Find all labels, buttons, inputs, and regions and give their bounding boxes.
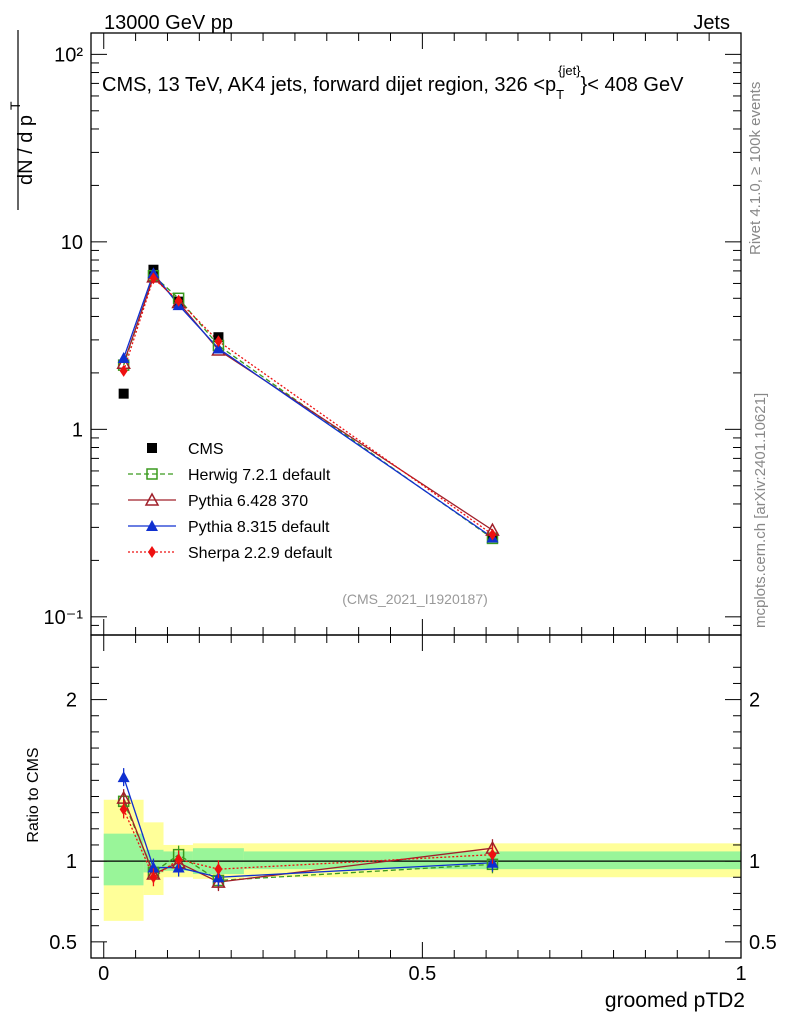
band-inner (103, 833, 144, 886)
ratio-y-tick-label-right: 0.5 (749, 932, 777, 954)
ratio-axis-ticks: 0.5 0.51 12 20 0.5 1 (49, 635, 777, 985)
pythia8-point (117, 771, 130, 783)
analysis-tag: (CMS_2021_I1920187) (342, 591, 488, 607)
ratio-y-tick-label-right: 1 (749, 851, 760, 873)
main-series (116, 264, 500, 545)
chart-title: CMS, 13 TeV, AK4 jets, forward dijet reg… (102, 63, 684, 102)
sherpa-point (119, 364, 128, 377)
y-tick-label: 10 (61, 232, 83, 254)
ratio-bands (103, 799, 742, 921)
chart-title-tail: }< 408 GeV (581, 74, 685, 96)
pythia8-point (147, 861, 160, 873)
category-label: Jets (693, 12, 730, 34)
ratio-frame (90, 634, 742, 959)
pythia8-point (212, 342, 225, 354)
chart-title-sup: {jet} (558, 63, 581, 78)
ratio-y-tick-label: 2 (66, 690, 77, 712)
main-y-label: dN / d p T (7, 30, 37, 210)
chart-title-main: CMS, 13 TeV, AK4 jets, forward dijet reg… (102, 74, 556, 96)
legend-label-sherpa: Sherpa 2.2.9 default (188, 545, 333, 562)
x-tick-label: 0.5 (408, 963, 436, 985)
legend-label-herwig: Herwig 7.2.1 default (188, 467, 331, 484)
main-y-label-part: dN / d p (15, 115, 37, 185)
main-panel: 10⁻¹ 1 10 10² CMS, 13 TeV, AK4 jets, forwar… (7, 30, 742, 636)
chart-title-sub: T (556, 87, 564, 102)
y-tick-label: 10² (54, 44, 83, 66)
pythia6-point (144, 492, 160, 506)
main-y-label-sub: T (7, 101, 23, 110)
legend: CMS Herwig 7.2.1 default Pythia 6.428 370 P… (128, 441, 333, 562)
sherpa-point (174, 294, 183, 307)
ratio-y-label: Ratio to CMS (25, 747, 42, 842)
ratio-y-tick-label: 0.5 (49, 932, 77, 954)
ratio-y-tick-label-right: 2 (749, 690, 760, 712)
y-tick-label: 10⁻¹ (44, 607, 84, 629)
cms-point (118, 388, 129, 399)
pythia8-point (146, 520, 158, 531)
x-axis-label: groomed pTD2 (605, 989, 745, 1012)
ratio-series (116, 768, 500, 892)
sherpa-point (174, 853, 183, 866)
pythia8-point (117, 352, 130, 364)
rivet-label: Rivet 4.1.0, ≥ 100k events (747, 82, 764, 255)
x-tick-label: 1 (735, 963, 746, 985)
sherpa-point (214, 863, 223, 876)
energy-label: 13000 GeV pp (104, 12, 233, 34)
mcplots-label: mcplots.cern.ch [arXiv:2401.10621] (752, 393, 769, 628)
legend-label-cms: CMS (188, 441, 224, 458)
main-axis-ticks: 10⁻¹ 1 10 10² (44, 33, 742, 636)
sherpa-point (148, 546, 156, 558)
legend-label-pythia8: Pythia 8.315 default (188, 519, 330, 536)
herwig-point (146, 468, 158, 480)
sherpa-point (149, 871, 158, 884)
x-tick-label: 0 (98, 963, 109, 985)
ratio-panel: 0.5 0.51 12 20 0.5 1 Ratio to CMS groomed pTD… (25, 634, 777, 1012)
sherpa-point (149, 272, 158, 285)
sherpa-point (119, 803, 128, 816)
ratio-y-tick-label: 1 (66, 851, 77, 873)
legend-label-pythia6: Pythia 6.428 370 (188, 493, 308, 510)
y-tick-label: 1 (72, 419, 83, 441)
sherpa-point (214, 335, 223, 348)
sherpa-point (488, 848, 497, 861)
cms-point (147, 443, 157, 453)
sherpa-line (123, 277, 493, 535)
sherpa-point (488, 528, 497, 541)
